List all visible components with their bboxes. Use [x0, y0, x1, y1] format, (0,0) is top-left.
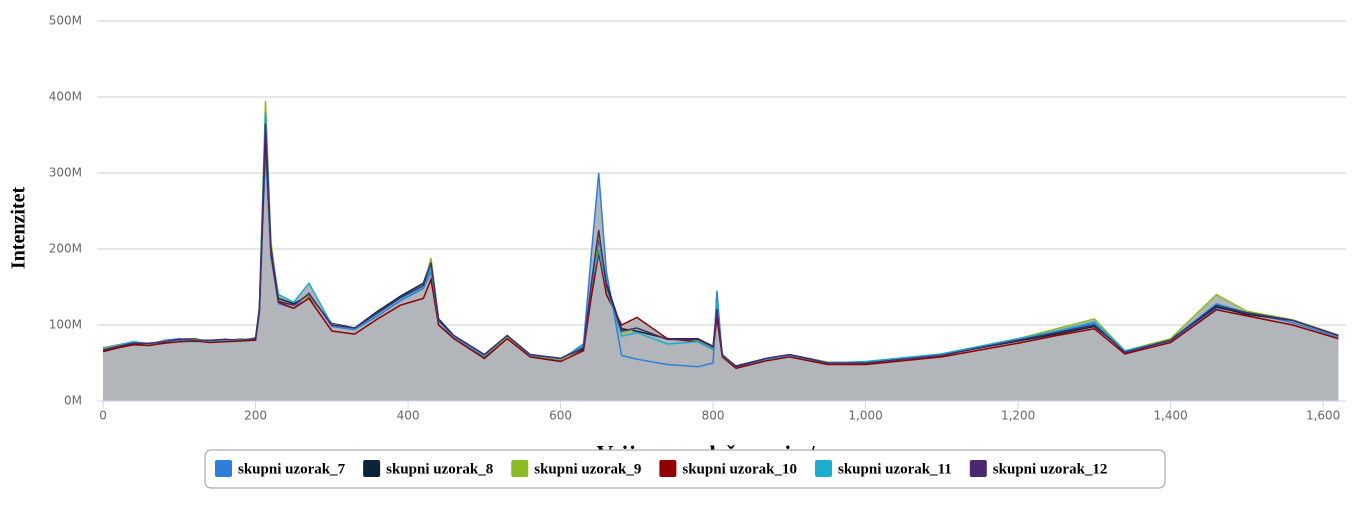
y-tick-label: 0M	[64, 394, 82, 408]
legend-label: skupni uzorak_8	[386, 461, 493, 477]
legend-label: skupni uzorak_11	[838, 461, 952, 477]
y-tick-label: 300M	[49, 166, 82, 180]
legend-swatch	[511, 460, 529, 477]
legend-swatch	[659, 460, 677, 477]
legend-label: skupni uzorak_9	[534, 461, 641, 477]
x-tick-label: 1,600	[1306, 409, 1340, 423]
y-axis-title: Intenzitet	[8, 187, 30, 270]
legend-swatch	[969, 460, 987, 477]
x-tick-label: 1,200	[1001, 409, 1035, 423]
y-tick-label: 100M	[49, 318, 82, 332]
legend-label: skupni uzorak_10	[682, 461, 797, 477]
series-line	[102, 127, 1339, 370]
legend-swatch	[215, 460, 232, 477]
x-tick-label: 1,000	[848, 409, 882, 423]
legend-swatch	[815, 460, 832, 477]
x-tick-label: 0	[99, 409, 107, 423]
x-tick-label: 800	[702, 409, 725, 423]
x-tick-label: 1,400	[1153, 409, 1187, 423]
legend-swatch	[363, 460, 381, 477]
y-tick-label: 400M	[49, 90, 82, 104]
x-tick-label: 200	[244, 409, 267, 423]
legend-label: skupni uzorak_7	[238, 461, 346, 477]
x-tick-label: 400	[397, 409, 420, 423]
y-tick-label: 500M	[49, 14, 82, 28]
x-tick-label: 600	[549, 409, 572, 423]
legend-box	[204, 449, 1166, 489]
area	[103, 123, 1339, 401]
series-line	[102, 123, 1339, 368]
legend-label: skupni uzorak_12	[993, 461, 1108, 477]
y-tick-label: 200M	[49, 242, 82, 256]
